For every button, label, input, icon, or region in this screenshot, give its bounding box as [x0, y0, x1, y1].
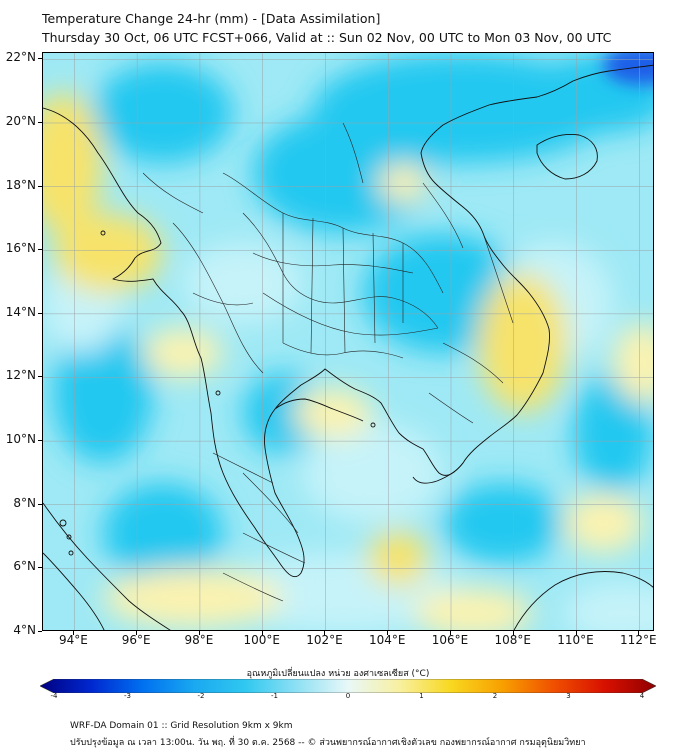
lon-tick-label: 110°E [557, 633, 594, 647]
province-borders [142, 122, 514, 602]
lat-tick-mark [38, 631, 42, 632]
colorbar-tick-label: 1 [419, 692, 424, 700]
lon-tick-label: 104°E [368, 633, 406, 647]
colorbar-tick-label: 2 [492, 692, 498, 700]
lat-tick-mark [38, 312, 42, 314]
map-panel [42, 52, 654, 631]
lon-tick-mark [73, 631, 75, 635]
lat-tick-mark [38, 567, 42, 569]
lon-tick-mark [450, 631, 451, 635]
lon-tick-mark [324, 631, 326, 635]
lon-tick-mark [638, 631, 640, 635]
lat-tick-label: 20°N [5, 113, 36, 128]
lon-tick-mark [575, 631, 577, 635]
lat-tick-mark [38, 440, 42, 442]
lon-tick-mark [198, 631, 200, 635]
lat-tick-mark [38, 503, 42, 505]
colorbar-tick-label: 0 [345, 692, 351, 700]
graticule [43, 53, 653, 630]
lat-tick-mark [38, 121, 42, 123]
lat-tick-label: 22°N [5, 50, 36, 65]
colorbar-gradient [40, 679, 656, 693]
lon-tick-label: 96°E [121, 633, 151, 647]
chart-subtitle: Thursday 30 Oct, 06 UTC FCST+066, Valid … [42, 30, 612, 45]
colorbar [40, 679, 656, 693]
colorbar-tick-label: -3 [124, 692, 131, 700]
lat-tick-label: 8°N [13, 495, 36, 510]
colorbar-title: อุณหภูมิเปลี่ยนแปลง หน่วย องศาเซลเซียส (… [246, 669, 430, 679]
lat-tick-label: 16°N [5, 241, 36, 256]
footer-credits: ปรับปรุงข้อมูล ณ เวลา 13:00น. วัน พฤ. ที… [70, 738, 586, 748]
lon-tick-mark [387, 631, 389, 635]
lat-tick-label: 18°N [5, 177, 36, 192]
lon-tick-label: 98°E [184, 633, 214, 647]
chart-title: Temperature Change 24-hr (mm) - [Data As… [42, 11, 381, 26]
lon-tick-label: 102°E [306, 633, 343, 647]
lon-tick-label: 106°E [431, 633, 469, 647]
lon-tick-label: 108°E [494, 633, 532, 647]
lat-tick-mark [38, 249, 42, 251]
footer-model-info: WRF-DA Domain 01 :: Grid Resolution 9km … [70, 721, 293, 731]
temperature-change-map [43, 53, 653, 630]
lat-tick-label: 6°N [13, 559, 36, 574]
field-blobs [43, 53, 653, 630]
lat-tick-label: 12°N [5, 368, 36, 383]
lon-tick-label: 100°E [243, 633, 280, 647]
lon-tick-mark [136, 631, 138, 635]
colorbar-tick-label: -2 [197, 692, 205, 700]
colorbar-tick-label: -1 [271, 692, 278, 700]
lon-tick-mark [512, 631, 514, 635]
lon-tick-label: 112°E [620, 633, 657, 647]
coastlines [43, 64, 653, 630]
lat-tick-label: 10°N [5, 432, 36, 447]
lon-tick-label: 94°E [58, 633, 88, 647]
lat-tick-mark [38, 58, 42, 60]
lon-tick-mark [261, 631, 263, 635]
colorbar-tick-label: 3 [566, 692, 571, 700]
lat-tick-mark [38, 376, 42, 378]
deep-cool-patch [603, 53, 653, 85]
lat-tick-label: 4°N [13, 623, 36, 637]
lat-tick-mark [38, 185, 42, 187]
colorbar-tick-label: -4 [50, 692, 58, 700]
colorbar-tick-label: 4 [639, 692, 645, 700]
lat-tick-label: 14°N [5, 304, 36, 319]
